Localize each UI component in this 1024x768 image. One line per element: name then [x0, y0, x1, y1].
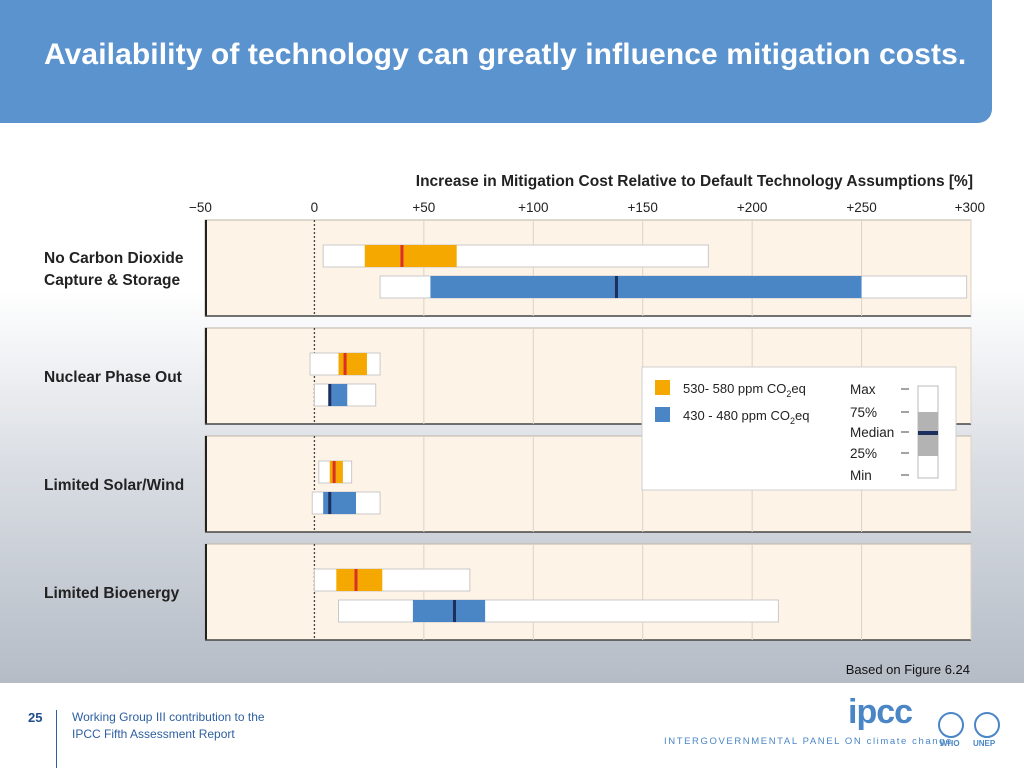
- legend-stat-label: Min: [850, 468, 872, 483]
- interquartile-box: [329, 384, 348, 406]
- interquartile-box: [430, 276, 862, 298]
- x-tick-label: +100: [518, 200, 548, 215]
- legend-series-label: 530- 580 ppm CO2eq: [683, 381, 806, 399]
- legend-series-label: 430 - 480 ppm CO2eq: [683, 408, 809, 426]
- median-marker: [614, 276, 618, 298]
- category-panel: [204, 219, 972, 317]
- page-number: 25: [28, 710, 43, 725]
- interquartile-box: [329, 461, 343, 483]
- legend-stat-label: Median: [850, 425, 894, 440]
- ipcc-logo: ipcc: [848, 693, 913, 731]
- footer-credit: Working Group III contribution to the IP…: [72, 709, 312, 743]
- median-marker: [328, 492, 332, 514]
- x-tick-label: −50: [189, 200, 212, 215]
- median-marker: [328, 384, 332, 406]
- title-banner: Availability of technology can greatly i…: [0, 0, 992, 123]
- footer-divider: [56, 710, 57, 768]
- footer-credit-line-2: IPCC Fifth Assessment Report: [72, 727, 235, 741]
- median-marker: [343, 353, 347, 375]
- category-label: Nuclear Phase Out: [44, 369, 182, 386]
- x-tick-label: +200: [737, 200, 767, 215]
- median-marker: [400, 245, 404, 267]
- median-marker: [332, 461, 336, 483]
- x-tick-label: +300: [955, 200, 985, 215]
- source-note: Based on Figure 6.24: [845, 662, 970, 677]
- interquartile-box: [412, 600, 486, 622]
- category-label: Limited Bioenergy: [44, 585, 180, 602]
- chart-title: Increase in Mitigation Cost Relative to …: [416, 173, 973, 190]
- footer-credit-line-1: Working Group III contribution to the: [72, 710, 265, 724]
- category-label: Capture & Storage: [44, 272, 180, 289]
- x-tick-label: 0: [311, 200, 319, 215]
- category-panel: [204, 543, 972, 641]
- median-marker: [354, 569, 358, 591]
- interquartile-box: [336, 569, 383, 591]
- footer: [0, 683, 1024, 768]
- x-tick-label: +150: [628, 200, 658, 215]
- x-tick-label: +50: [412, 200, 435, 215]
- slide-title: Availability of technology can greatly i…: [44, 38, 967, 71]
- mitigation-cost-chart: Increase in Mitigation Cost Relative to …: [44, 173, 985, 641]
- range-box: [338, 599, 779, 623]
- interquartile-box: [338, 353, 367, 375]
- interquartile-box: [323, 492, 357, 514]
- category-label: Limited Solar/Wind: [44, 477, 184, 494]
- ipcc-tagline: INTERGOVERNMENTAL PANEL ON climate chang…: [664, 736, 953, 747]
- legend-swatch: [655, 407, 670, 422]
- legend-swatch: [655, 380, 670, 395]
- legend-key-median: [918, 431, 938, 435]
- legend-stat-label: 75%: [850, 405, 877, 420]
- legend-box: [641, 366, 957, 491]
- x-tick-label: +250: [846, 200, 876, 215]
- who-label: WHO: [940, 739, 960, 748]
- legend-stat-label: 25%: [850, 446, 877, 461]
- who-emblem-icon: [938, 712, 964, 738]
- unep-emblem-icon: [974, 712, 1000, 738]
- category-label: No Carbon Dioxide: [44, 250, 184, 267]
- unep-label: UNEP: [973, 739, 996, 748]
- median-marker: [452, 600, 456, 622]
- interquartile-box: [364, 245, 457, 267]
- legend-stat-label: Max: [850, 382, 876, 397]
